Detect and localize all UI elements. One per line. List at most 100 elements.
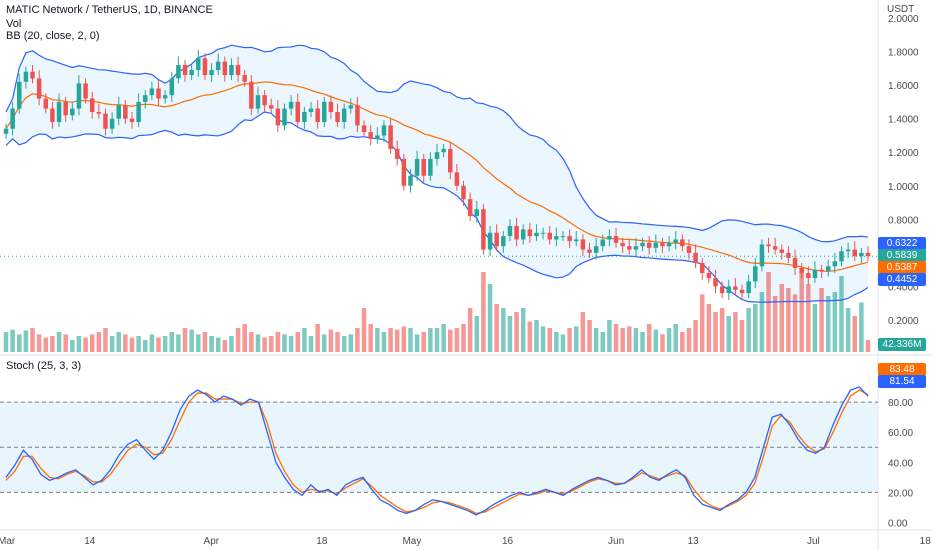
candle-body <box>434 152 440 159</box>
candle-body <box>129 118 135 123</box>
volume-bar <box>633 328 639 352</box>
candle-body <box>693 252 698 263</box>
candle-body <box>646 242 652 248</box>
candle-body <box>109 118 115 129</box>
candle-body <box>454 172 460 186</box>
candle-body <box>89 98 95 112</box>
volume-bar <box>514 312 519 352</box>
volume-indicator-label[interactable]: Vol <box>6 18 22 30</box>
volume-bar <box>759 292 765 352</box>
bb-basis-line <box>5 81 869 272</box>
candle-body <box>799 267 804 274</box>
volume-bar <box>63 334 68 352</box>
candle-body <box>839 251 844 262</box>
candle-body <box>666 242 672 247</box>
candle-body <box>600 239 606 247</box>
candle-body <box>766 244 771 247</box>
volume-bar <box>123 334 128 352</box>
candle-body <box>474 209 480 216</box>
volume-bar <box>441 324 446 352</box>
volume-bar <box>288 336 294 352</box>
candle-body <box>63 101 68 116</box>
volume-bar <box>109 336 115 352</box>
stoch-indicator-label[interactable]: Stoch (25, 3, 3) <box>6 360 82 372</box>
volume-bar <box>554 332 559 352</box>
time-axis-label: 14 <box>84 536 96 547</box>
candle-body <box>262 95 267 106</box>
candle-body <box>375 135 380 139</box>
candle-body <box>699 262 705 274</box>
price-axis-label: 0.2000 <box>888 316 919 327</box>
stoch-axis-label: 20.00 <box>888 488 913 499</box>
candle-body <box>202 58 208 76</box>
candle-body <box>819 269 824 272</box>
candle-body <box>103 113 108 129</box>
candle-body <box>520 229 526 240</box>
candle-body <box>534 232 539 237</box>
volume-bar <box>593 328 599 352</box>
volume-bar <box>355 328 360 352</box>
candle-body <box>706 273 712 279</box>
volume-bar <box>361 308 367 352</box>
volume-bar <box>520 308 526 352</box>
volume-bar <box>494 304 499 352</box>
volume-bar <box>461 324 466 352</box>
volume-bar <box>83 337 88 352</box>
bollinger-indicator-label[interactable]: BB (20, close, 2, 0) <box>6 30 100 42</box>
volume-bar <box>189 329 194 352</box>
candle-body <box>487 232 493 250</box>
volume-bar <box>50 336 55 352</box>
candle-body <box>812 269 818 279</box>
candle-body <box>739 289 745 294</box>
candle-body <box>441 148 446 153</box>
volume-bar <box>474 316 480 352</box>
candle-body <box>282 108 287 126</box>
candle-body <box>746 281 751 294</box>
candle-body <box>514 226 519 240</box>
volume-bar <box>10 329 15 352</box>
candle-body <box>540 232 546 234</box>
candle-body <box>268 105 274 109</box>
volume-bar <box>567 328 572 352</box>
candle-body <box>753 266 758 282</box>
candle-body <box>275 108 281 126</box>
candle-body <box>726 286 732 294</box>
volume-bar <box>308 336 314 352</box>
candle-body <box>547 232 552 240</box>
candle-body <box>368 132 373 139</box>
candle-body <box>567 236 572 242</box>
last-price-tag: 0.5839 <box>878 249 926 262</box>
volume-bar <box>388 328 393 352</box>
price-axis-label: 1.4000 <box>888 115 919 126</box>
volume-bar <box>786 288 791 352</box>
volume-bar <box>381 332 387 352</box>
volume-bar <box>408 328 413 352</box>
candle-body <box>832 261 838 267</box>
bb-lower-tag: 0.4452 <box>878 273 926 286</box>
volume-bar <box>116 332 121 352</box>
volume-bar <box>719 308 725 352</box>
candle-body <box>448 148 453 173</box>
volume-bar <box>806 284 811 352</box>
volume-bar <box>56 332 62 352</box>
volume-bar <box>302 328 307 352</box>
volume-bar <box>845 308 851 352</box>
volume-bar <box>315 324 320 352</box>
volume-bar <box>501 308 506 352</box>
stoch-axis-label: 0.00 <box>888 518 908 529</box>
volume-bar <box>36 334 42 352</box>
candle-body <box>308 108 314 112</box>
candle-body <box>222 61 228 76</box>
volume-bar <box>865 340 871 352</box>
candle-body <box>779 249 785 253</box>
candle-body <box>494 232 499 247</box>
volume-bar <box>859 302 864 352</box>
candle-body <box>560 236 566 238</box>
volume-bar <box>235 328 241 352</box>
volume-bar <box>136 336 141 352</box>
candle-body <box>759 244 765 267</box>
symbol-title[interactable]: MATIC Network / TetherUS, 1D, BINANCE <box>6 4 213 16</box>
volume-bar <box>746 308 751 352</box>
volume-bar <box>23 330 29 352</box>
